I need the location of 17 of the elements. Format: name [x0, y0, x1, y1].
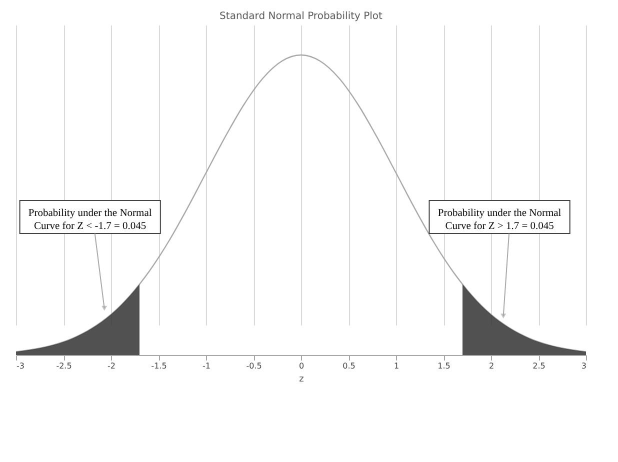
x-tick-label: 1.5: [438, 362, 450, 370]
x-tick-label: 2.5: [532, 362, 546, 370]
annotation: Probability under the Normal Curve for Z > 1.7 = 0.045: [438, 208, 562, 232]
annotation: Probability under the Normal Curve for Z < -1.7 = 0.045: [28, 208, 152, 232]
x-tick-label: -3: [16, 362, 24, 370]
x-tick-label: -2.5: [56, 362, 72, 370]
x-tick-label: -1.5: [151, 362, 167, 370]
x-tick-label: -0.5: [246, 362, 262, 370]
x-tick-label: 0.5: [342, 362, 356, 370]
x-tick-label: 2: [488, 362, 494, 370]
x-axis-title: z: [299, 374, 304, 384]
x-tick-label: 3: [581, 362, 586, 370]
x-tick-label: 1: [394, 362, 400, 370]
x-tick-label: -2: [108, 362, 116, 370]
x-tick-label: -1: [202, 362, 210, 370]
x-tick-label: 0: [298, 362, 304, 370]
chart-title: Standard Normal Probability Plot: [220, 11, 383, 22]
